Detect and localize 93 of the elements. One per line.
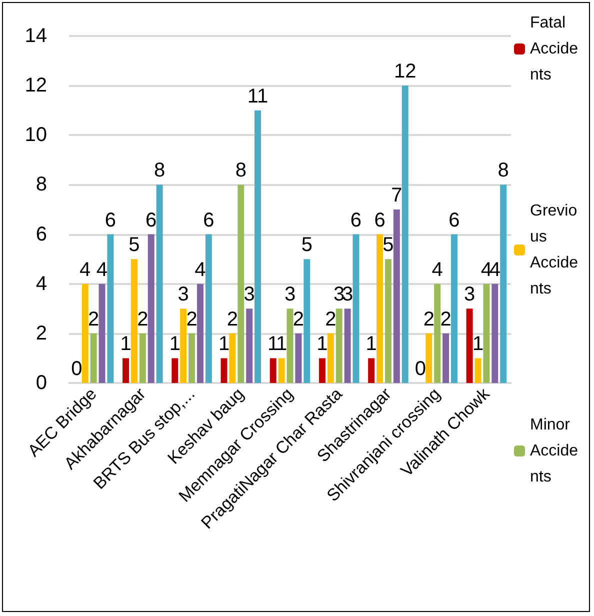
y-tick-label: 4 (36, 272, 47, 295)
bar (434, 284, 441, 383)
bar (107, 234, 114, 383)
data-label: 5 (128, 234, 140, 256)
data-label: 6 (203, 209, 214, 232)
data-label: 2 (440, 308, 452, 330)
data-label: 8 (235, 160, 246, 182)
data-label: 5 (301, 234, 312, 256)
bar (483, 284, 490, 383)
data-label: 2 (88, 308, 100, 330)
bar (450, 234, 458, 383)
bar (368, 358, 375, 383)
data-label: 1 (169, 333, 180, 356)
bar (426, 333, 432, 383)
bar (246, 308, 253, 383)
bar (188, 333, 196, 383)
bar (344, 308, 351, 383)
bar (336, 308, 342, 383)
data-label: 11 (247, 85, 268, 108)
bar (376, 234, 384, 383)
y-tick-label: 10 (24, 124, 47, 146)
bar (304, 259, 310, 383)
data-label: 0 (414, 358, 426, 380)
data-label: 4 (96, 258, 108, 281)
data-label: 3 (284, 284, 296, 306)
data-label: 3 (244, 284, 255, 306)
data-label: 1 (366, 333, 377, 356)
data-label: 6 (374, 209, 386, 232)
data-label: 6 (350, 209, 362, 232)
data-label: 1 (120, 333, 132, 356)
y-tick-label: 8 (36, 174, 47, 196)
bar (148, 234, 154, 383)
data-label: 2 (423, 308, 434, 330)
bar (205, 234, 212, 383)
bar (180, 308, 187, 383)
bar (98, 284, 106, 383)
bar (393, 210, 400, 383)
bar (278, 358, 285, 383)
data-label: 4 (80, 258, 91, 281)
bar (286, 308, 294, 383)
data-label: 1 (316, 333, 328, 356)
data-label: 6 (448, 209, 460, 232)
data-label: 2 (325, 308, 336, 330)
bar (327, 333, 334, 383)
data-label: 12 (394, 60, 416, 83)
bar (238, 184, 244, 383)
y-tick-label: 0 (36, 372, 47, 394)
bar (352, 234, 360, 383)
data-label: 1 (218, 333, 230, 356)
bar (229, 333, 236, 383)
y-tick-label: 14 (24, 25, 47, 47)
y-tick-label: 12 (24, 74, 47, 97)
data-label: 0 (71, 358, 82, 380)
bar (90, 333, 97, 383)
data-label: 5 (382, 234, 394, 256)
bar (402, 86, 408, 383)
bar (156, 184, 163, 383)
bar (254, 110, 262, 383)
data-label: 4 (432, 258, 443, 281)
y-tick-label: 6 (36, 223, 47, 246)
bar (139, 333, 146, 383)
bar (492, 284, 498, 383)
legend-label: Minor Accidents (530, 416, 578, 486)
data-label: 8 (498, 160, 509, 182)
bar (474, 358, 482, 383)
data-label: 4 (194, 258, 206, 281)
y-tick-label: 2 (36, 322, 47, 344)
data-label: 2 (186, 308, 198, 330)
bar (270, 358, 276, 383)
data-label: 2 (137, 308, 148, 330)
legend-label: Fatal Accidents (530, 14, 578, 84)
bar (466, 308, 473, 383)
bar (384, 259, 392, 383)
bar (196, 284, 204, 383)
data-label: 8 (154, 160, 166, 182)
data-label: 6 (146, 209, 157, 232)
bar (220, 358, 228, 383)
bar (500, 184, 507, 383)
bar (130, 259, 138, 383)
bar (122, 358, 130, 383)
data-label: 2 (226, 308, 238, 330)
data-label: 2 (292, 308, 304, 330)
legend-label: Grevious Accidents (530, 202, 578, 298)
data-label: 1 (472, 333, 484, 356)
data-label: 3 (464, 284, 476, 306)
data-label: 7 (391, 184, 402, 206)
bar (318, 358, 326, 383)
bar (295, 333, 302, 383)
bar (82, 284, 88, 383)
bar (172, 358, 178, 383)
data-label: 3 (178, 284, 189, 306)
bar (442, 333, 450, 383)
data-label: 6 (104, 209, 116, 232)
